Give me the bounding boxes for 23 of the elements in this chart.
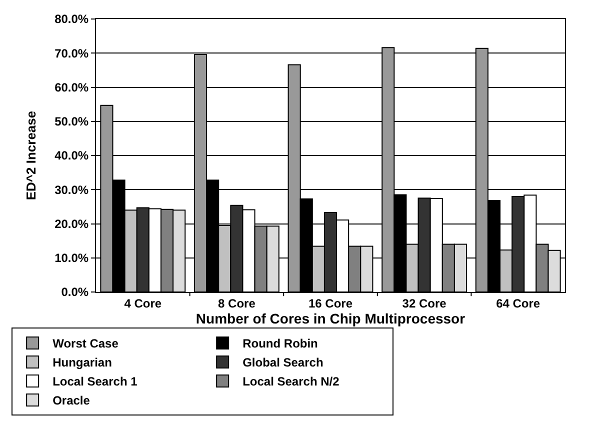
legend-label: Round Robin bbox=[242, 336, 318, 351]
x-tick-label: 8 Core bbox=[218, 296, 256, 310]
x-tick-label: 4 Core bbox=[124, 296, 162, 310]
x-tick-label: 16 Core bbox=[308, 296, 353, 310]
x-tick-label: 32 Core bbox=[402, 296, 447, 310]
x-axis-title: Number of Cores in Chip Multiprocessor bbox=[196, 310, 466, 327]
y-tick-label: 60.0% bbox=[54, 80, 89, 94]
legend-label: Worst Case bbox=[52, 336, 119, 351]
legend-label: Oracle bbox=[52, 394, 90, 408]
y-tick-label: 80.0% bbox=[54, 12, 89, 26]
y-tick-label: 50.0% bbox=[54, 114, 89, 129]
legend-label: Local Search N/2 bbox=[242, 374, 340, 389]
y-tick-label: 40.0% bbox=[54, 148, 89, 163]
y-tick-label: 30.0% bbox=[54, 182, 89, 197]
legend-label: Local Search 1 bbox=[52, 374, 138, 389]
y-tick-label: 0.0% bbox=[61, 285, 89, 300]
legend-label: Global Search bbox=[242, 356, 324, 370]
y-tick-label: 10.0% bbox=[54, 251, 89, 266]
x-tick-label: 64 Core bbox=[496, 296, 540, 310]
legend-label: Hungarian bbox=[52, 356, 112, 370]
y-axis-title: ED^2 Increase bbox=[24, 110, 39, 200]
y-tick-label: 70.0% bbox=[54, 46, 89, 60]
y-tick-label: 20.0% bbox=[54, 216, 89, 231]
